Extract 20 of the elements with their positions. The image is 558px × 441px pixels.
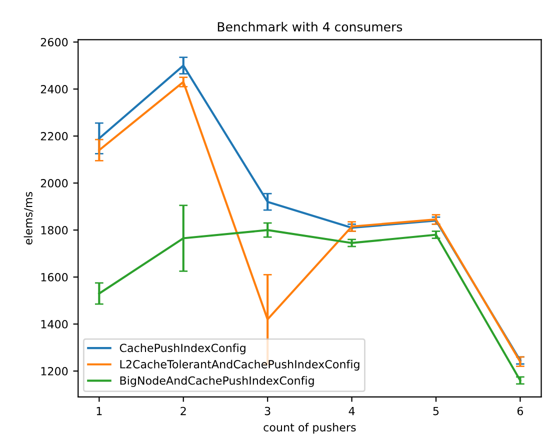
x-tick-label: 6 — [517, 406, 524, 416]
x-tick-label: 1 — [96, 406, 102, 416]
legend-label: BigNodeAndCachePushIndexConfig — [120, 376, 314, 387]
x-tick-label: 5 — [433, 406, 439, 416]
y-tick-label: 2600 — [40, 38, 68, 46]
x-axis-title: count of pushers — [264, 422, 356, 434]
y-tick-label: 1800 — [41, 226, 68, 234]
y-tick-label: 2400 — [40, 85, 68, 94]
x-tick-label: 2 — [180, 406, 186, 416]
chart-title: Benchmark with 4 consumers — [218, 22, 402, 32]
x-tick-label: 3 — [264, 406, 270, 416]
y-tick-label: 1600 — [41, 273, 68, 282]
x-tick-label: 4 — [348, 406, 355, 416]
y-tick-label: 1400 — [41, 320, 68, 328]
y-tick-label: 1200 — [41, 367, 68, 376]
y-axis-title: elems/ms — [24, 192, 34, 245]
legend-label: L2CacheTolerantAndCachePushIndexConfig — [120, 360, 360, 371]
legend-label: CachePushIndexConfig — [120, 344, 246, 354]
y-tick-label: 2000 — [40, 179, 68, 188]
y-tick-label: 2200 — [40, 132, 68, 140]
